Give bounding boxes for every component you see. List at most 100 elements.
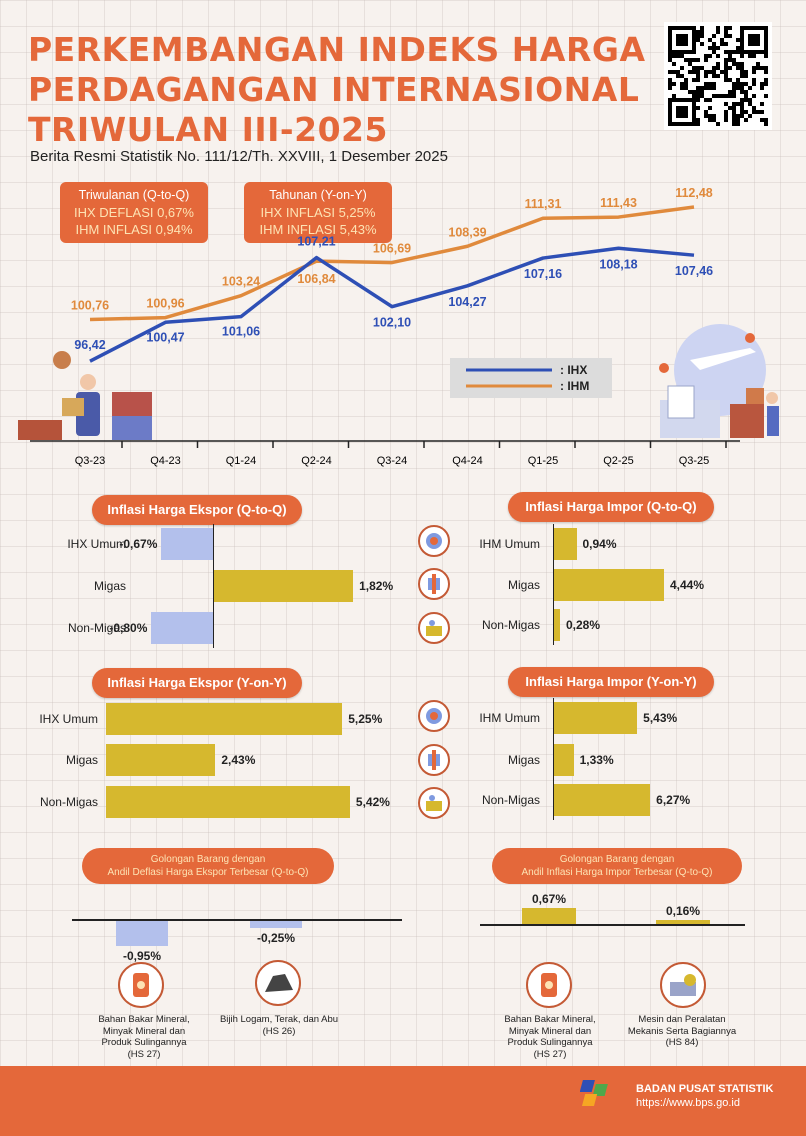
bar-value-label: 0,28% (566, 618, 601, 632)
commodity-caption-line: Bijih Logam, Terak, dan Abu (219, 1014, 339, 1025)
legend-ihm-label: : IHM (560, 379, 589, 393)
summary-yony-line1: IHX INFLASI 5,25% (260, 205, 376, 220)
oil-barrel-icon-2 (526, 962, 572, 1008)
commodity-caption-line: Minyak Mineral dan (102, 1025, 186, 1037)
bar-zero-axis (213, 524, 214, 648)
oil-rig-icon-2 (418, 744, 450, 776)
bar (106, 786, 350, 818)
commodity-caption: Bahan Bakar Mineral, Minyak Mineral dan Pr… (482, 1014, 618, 1060)
bar (553, 569, 664, 601)
ihx-point-label: 100,47 (146, 330, 184, 344)
commodity-caption: Mesin dan Peralatan Mekanis Serta Bagiann… (612, 1014, 752, 1049)
ihm-point-label: 106,69 (373, 242, 411, 256)
commodity-bar (522, 907, 576, 924)
commodity-caption-line: Produk Sulingannya (507, 1037, 593, 1048)
ihx-point-label: 107,16 (524, 267, 562, 281)
bar (553, 702, 638, 734)
line-chart: Q3-23 Q4-23 Q1-24 Q2-24 Q3-24 Q4-24 Q1-25 Q2-25… (18, 186, 779, 467)
bar (151, 612, 213, 644)
commodity-caption-line: Produk Sulingannya (101, 1037, 187, 1048)
bar-value-label: 4,44% (670, 578, 705, 592)
bar-value-label: 5,42% (355, 795, 390, 809)
bar (106, 744, 216, 776)
pill-import-commodity-line1: Golongan Barang dengan (559, 854, 675, 865)
pill-export-yony: Inflasi Harga Ekspor (Y-on-Y) (92, 668, 302, 698)
summary-qtoq-box: Triwulanan (Q-to-Q) IHX DEFLASI 0,67% IH… (60, 182, 208, 243)
ihm-series-line (89, 205, 695, 322)
legend-ihx-label: : IHX (560, 363, 587, 377)
x-tick-label: Q4-23 (150, 455, 181, 467)
summary-qtoq-line1: IHX DEFLASI 0,67% (74, 205, 194, 220)
bps-org-name: BADAN PUSAT STATISTIK (636, 1083, 774, 1095)
summary-qtoq-heading: Triwulanan (Q-to-Q) (78, 188, 190, 202)
ihm-point-label: 111,31 (525, 197, 562, 211)
commodity-caption-line: Minyak Mineral dan (508, 1025, 592, 1037)
title-line-2: PERDAGANGAN INTERNASIONAL (28, 70, 640, 109)
commodity-caption: Bahan Bakar Mineral, Minyak Mineral dan Pr… (76, 1014, 212, 1060)
commodity-bar (250, 921, 302, 928)
x-tick-label: Q1-25 (528, 455, 559, 467)
bar-category-label: Migas (507, 753, 540, 767)
pill-import-qtoq: Inflasi Harga Impor (Q-to-Q) (508, 492, 714, 522)
factory-icon (418, 612, 450, 644)
pill-export-qtoq: Inflasi Harga Ekspor (Q-to-Q) (92, 495, 302, 525)
summary-yony-heading: Tahunan (Y-on-Y) (269, 188, 367, 202)
ihm-point-label: 103,24 (222, 275, 260, 289)
bar-value-label: 5,43% (643, 711, 678, 725)
pill-import-yony: Inflasi Harga Impor (Y-on-Y) (508, 667, 714, 697)
ore-rock-icon (255, 960, 301, 1006)
bar-value-label: -0,80% (109, 621, 148, 635)
bar-category-label: Non-Migas (481, 618, 540, 632)
bar-value-label: 1,82% (359, 579, 394, 593)
bar-category-label: Non-Migas (67, 621, 126, 635)
commodity-caption-line: Mesin dan Peralatan (638, 1014, 726, 1025)
ihx-point-label: 107,21 (297, 235, 335, 249)
oil-barrel-icon (118, 962, 164, 1008)
bar-zero-axis (553, 698, 554, 820)
ihx-point-label: 101,06 (222, 325, 260, 339)
page-subtitle: Berita Resmi Statistik No. 111/12/Th. XX… (30, 148, 448, 165)
page-title: PERKEMBANGAN INDEKS HARGA PERDAGANGAN IN… (28, 30, 648, 150)
x-tick-label: Q3-24 (377, 455, 408, 467)
ihx-point-label: 108,18 (599, 257, 637, 271)
bar-category-label: Migas (65, 753, 98, 767)
ihm-point-label: 111,43 (600, 196, 637, 210)
commodity-caption: Bijih Logam, Terak, dan Abu (HS 26) (206, 1014, 352, 1037)
bar (106, 703, 343, 735)
commodity-caption-line: (HS 26) (262, 1025, 296, 1037)
bar-category-label: Non-Migas (481, 793, 540, 807)
commodity-import-axis (480, 924, 745, 926)
globe-trade-icon (418, 525, 450, 557)
ihx-point-label: 104,27 (448, 295, 486, 309)
bps-logo-icon (580, 1080, 608, 1106)
ihx-point-label: 102,10 (373, 316, 411, 330)
trade-illustration-left-icon (18, 351, 152, 440)
pill-export-commodity: Golongan Barang dengan Andil Deflasi Har… (82, 848, 334, 884)
bar-category-label: Non-Migas (39, 795, 98, 809)
commodity-value-label: 0,16% (665, 904, 701, 919)
commodity-value-label: -0,95% (122, 948, 162, 963)
commodity-caption-line: (HS 27) (533, 1048, 567, 1060)
globe-trade-icon-2 (418, 700, 450, 732)
bar-category-label: IHX Umum (67, 537, 126, 551)
oil-rig-icon (418, 568, 450, 600)
pill-export-commodity-line1: Golongan Barang dengan (150, 854, 266, 865)
machine-icon (660, 962, 706, 1008)
bps-website-link[interactable]: https://www.bps.go.id (636, 1097, 740, 1109)
bar-category-label: Migas (507, 578, 540, 592)
x-tick-label: Q1-24 (226, 455, 257, 467)
title-line-1: PERKEMBANGAN INDEKS HARGA (28, 30, 646, 69)
bar-value-label: 0,94% (582, 537, 617, 551)
bar-value-label: 6,27% (656, 793, 691, 807)
ihx-point-label: 107,46 (675, 264, 713, 278)
x-tick-label: Q2-25 (603, 455, 634, 467)
footer-band (0, 1066, 806, 1136)
pill-import-commodity: Golongan Barang dengan Andil Inflasi Har… (492, 848, 742, 884)
commodity-value-label: 0,67% (531, 891, 567, 906)
bar (213, 570, 354, 602)
summary-yony-box: Tahunan (Y-on-Y) IHX INFLASI 5,25% IHM I… (244, 182, 392, 243)
qr-code-icon[interactable] (664, 22, 772, 130)
commodity-export-axis (72, 919, 402, 921)
bar-category-label: IHM Umum (479, 711, 540, 725)
title-line-3: TRIWULAN III-2025 (28, 110, 388, 149)
